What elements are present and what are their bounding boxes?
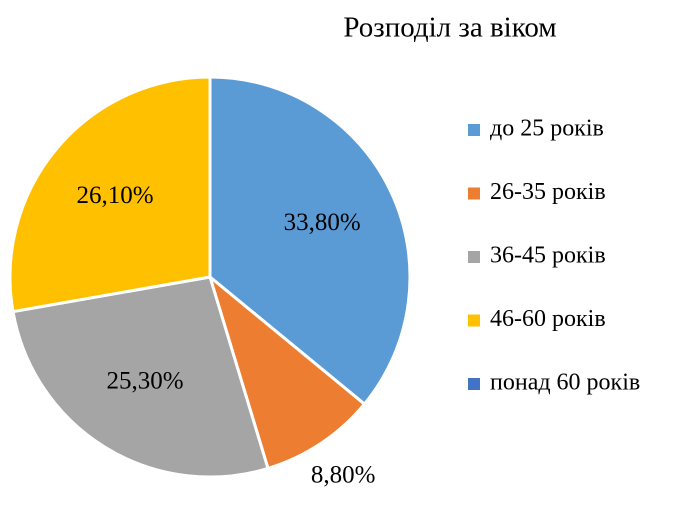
data-label: 25,30% xyxy=(106,367,183,394)
chart-title: Розподіл за віком xyxy=(343,12,556,44)
data-label: 33,80% xyxy=(284,209,361,236)
legend-label: 36-45 років xyxy=(490,243,606,269)
legend-swatch xyxy=(468,378,480,390)
data-label: 26,10% xyxy=(77,182,154,209)
legend-label: 26-35 років xyxy=(490,179,606,205)
legend-label: до 25 років xyxy=(490,116,604,142)
legend-swatch xyxy=(468,314,480,327)
pie-slice xyxy=(208,75,412,407)
legend-swatch xyxy=(468,187,480,200)
legend-swatch xyxy=(468,251,480,263)
pie-slice xyxy=(11,275,270,479)
data-label: 8,80% xyxy=(311,461,376,488)
pie-slice xyxy=(207,272,367,471)
legend-label: 46-60 років xyxy=(490,306,606,332)
legend-swatch xyxy=(468,124,480,136)
pie-slice xyxy=(8,75,212,314)
legend-label: понад 60 років xyxy=(490,370,640,396)
